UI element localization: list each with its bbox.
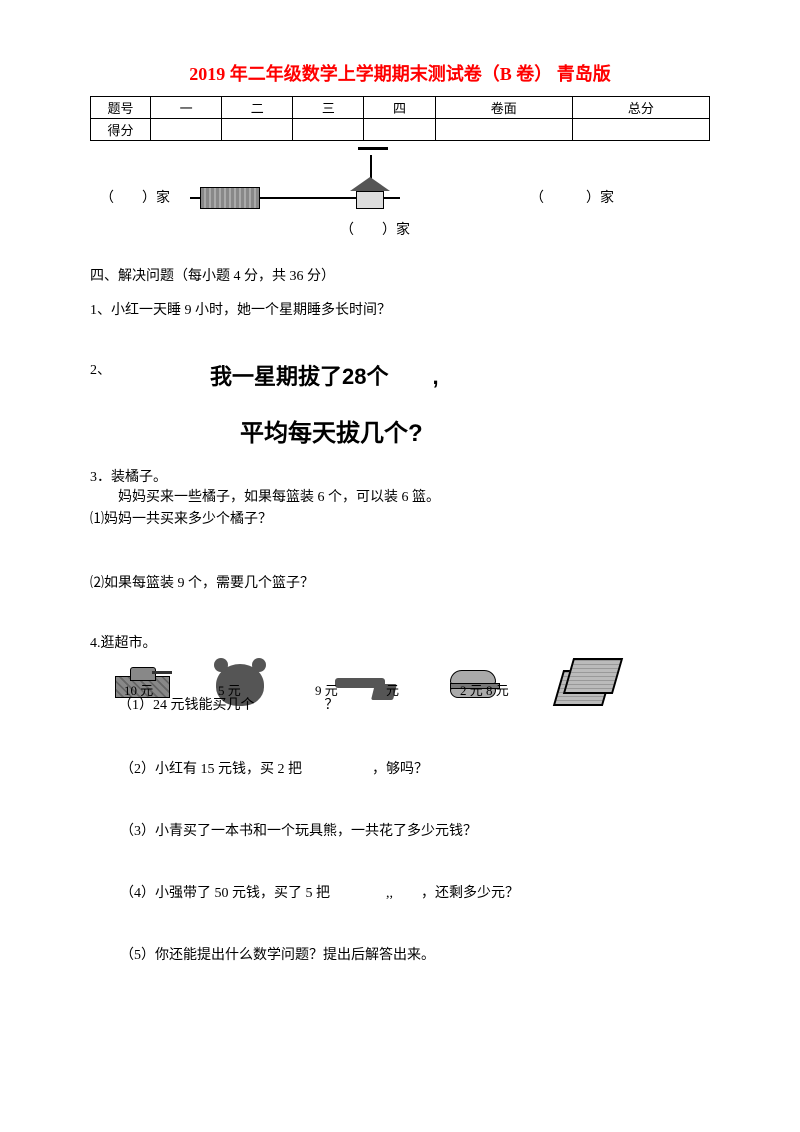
question-4-3: （3）小青买了一本书和一个玩具熊，一共花了多少元钱？	[120, 820, 710, 840]
th: 一	[151, 97, 222, 119]
td: 得分	[91, 119, 151, 141]
question-2-line2: 平均每天拔几个?	[240, 413, 710, 448]
question-3-desc: 妈妈买来一些橘子，如果每篮装 6 个，可以装 6 篮。	[90, 486, 710, 506]
building-right-icon	[350, 177, 390, 207]
question-4-title: 4.逛超市。	[90, 632, 710, 652]
map-top-mark	[358, 147, 388, 150]
score-table: 题号 一 二 三 四 卷面 总分 得分	[90, 96, 710, 141]
td	[572, 119, 709, 141]
table-row: 题号 一 二 三 四 卷面 总分	[91, 97, 710, 119]
question-4-1: （1）24 元钱能买几个 ？	[118, 694, 710, 714]
question-1: 1、小红一天睡 9 小时，她一个星期睡多长时间？	[90, 299, 710, 319]
td	[293, 119, 364, 141]
question-4-4: （4）小强带了 50 元钱，买了 5 把 ,, ，还剩多少元？	[120, 882, 710, 902]
td	[364, 119, 435, 141]
home-label-right: （ ）家	[530, 187, 614, 207]
td	[435, 119, 572, 141]
question-2-label: 2、	[90, 359, 111, 379]
question-3-2: ⑵如果每篮装 9 个，需要几个篮子？	[90, 572, 710, 592]
th: 题号	[91, 97, 151, 119]
th: 四	[364, 97, 435, 119]
home-label-bottom: （ ）家	[340, 219, 410, 239]
map-diagram: （ ）家 （ ）家 （ ）家	[90, 147, 710, 247]
table-row: 得分	[91, 119, 710, 141]
th: 卷面	[435, 97, 572, 119]
td	[151, 119, 222, 141]
question-2: 2、 我一星期拔了28个 , 平均每天拔几个?	[90, 359, 710, 448]
home-label-left: （ ）家	[100, 187, 170, 207]
question-3: 3．装橘子。 妈妈买来一些橘子，如果每篮装 6 个，可以装 6 篮。 ⑴妈妈一共…	[90, 466, 710, 592]
section-4-heading: 四、解决问题（每小题 4 分，共 36 分）	[90, 265, 710, 285]
th: 总分	[572, 97, 709, 119]
th: 三	[293, 97, 364, 119]
th: 二	[222, 97, 293, 119]
question-2-line1: 我一星期拔了28个 ,	[210, 359, 710, 391]
td	[222, 119, 293, 141]
page-title: 2019 年二年级数学上学期期末测试卷（B 卷） 青岛版	[90, 60, 710, 86]
question-4: 4.逛超市。 10 元 5 元 9 元 元 2 元 8 元 （1）24 元钱能买…	[90, 632, 710, 964]
question-3-1: ⑴妈妈一共买来多少个橘子？	[90, 508, 710, 528]
question-4-5: （5）你还能提出什么数学问题？提出后解答出来。	[120, 944, 710, 964]
building-left-icon	[200, 187, 260, 209]
question-3-title: 3．装橘子。	[90, 466, 710, 486]
question-4-2: （2）小红有 15 元钱，买 2 把 ，够吗？	[120, 758, 710, 778]
